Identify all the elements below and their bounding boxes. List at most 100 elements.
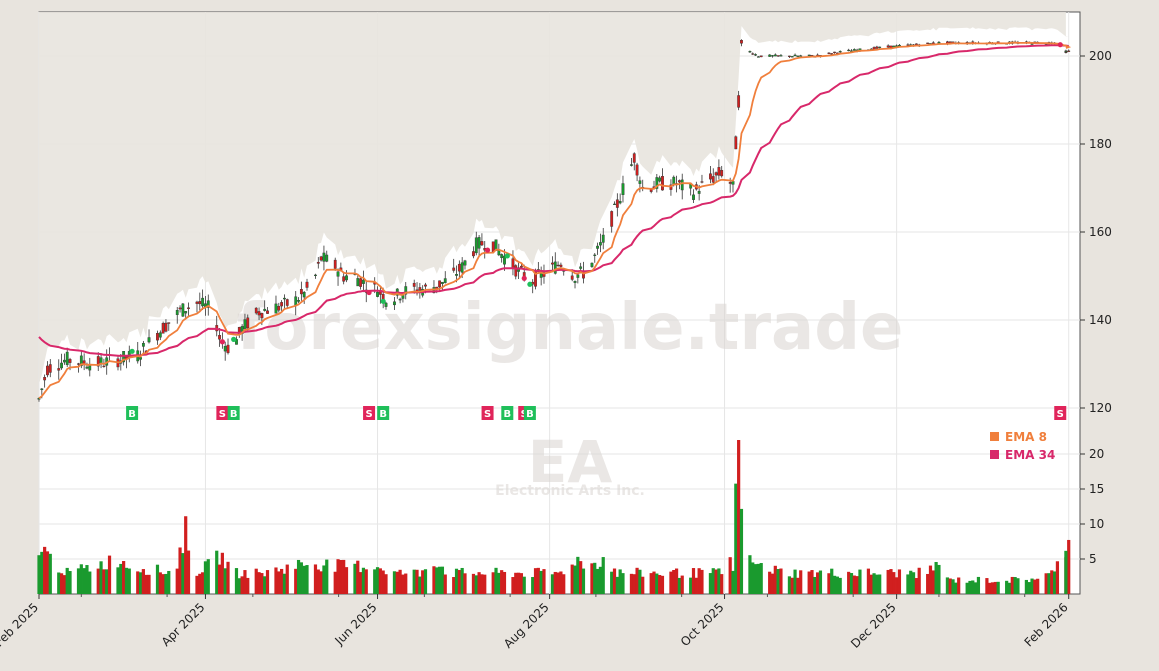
candle (748, 51, 752, 53)
volume-bar (438, 566, 442, 594)
volume-bar (1055, 561, 1060, 594)
candle (302, 292, 306, 298)
volume-bar (107, 555, 112, 594)
candle (342, 276, 346, 282)
candle (926, 42, 930, 44)
volume-bar (776, 569, 780, 594)
candle (336, 271, 340, 277)
volume-bar (497, 572, 501, 594)
volume-bar (658, 575, 662, 594)
ema-cross-marker (504, 253, 510, 259)
volume-bar (353, 563, 357, 594)
candle (418, 287, 422, 291)
volume-bar (957, 577, 961, 594)
candle (164, 322, 168, 332)
volume-bar (1016, 578, 1020, 594)
candle (1064, 51, 1068, 53)
candle (830, 53, 834, 55)
candle (280, 302, 284, 307)
candle (455, 274, 458, 276)
volume-bar (928, 565, 933, 594)
candle (838, 51, 842, 53)
signal-label: S (1057, 409, 1064, 420)
volume-bar (85, 565, 89, 594)
candle (243, 319, 247, 330)
volume-bar (618, 569, 622, 594)
volume-bar (593, 562, 597, 594)
volume-bar (401, 574, 405, 594)
candle (788, 55, 791, 57)
volume-bars (37, 440, 1071, 594)
volume-bar (830, 568, 834, 594)
volume-bar (280, 568, 284, 594)
candle (65, 351, 69, 365)
volume-tick-label: 5 (1089, 552, 1097, 566)
volume-bar (816, 572, 820, 594)
candle (635, 164, 639, 176)
volume-bar (474, 575, 478, 594)
candle (60, 362, 63, 369)
candle (376, 291, 379, 297)
candle (875, 46, 879, 49)
volume-bar (1064, 550, 1068, 594)
volume-bar (533, 568, 538, 594)
candle (96, 356, 100, 367)
volume-bar (511, 577, 515, 594)
candle (731, 181, 735, 185)
candle (158, 332, 162, 338)
volume-bar (889, 569, 893, 594)
candle (412, 282, 416, 287)
legend-swatch-ema8 (990, 432, 999, 441)
volume-bar (996, 581, 1000, 594)
volume-bar (669, 571, 673, 594)
volume-bar (748, 555, 752, 594)
volume-bar (138, 572, 143, 594)
volume-bar (395, 571, 399, 594)
volume-bar (697, 568, 701, 594)
candle (333, 259, 337, 269)
volume-bar (220, 552, 224, 594)
volume-bar (641, 576, 645, 594)
volume-bar (62, 575, 66, 594)
volume-bar (99, 561, 103, 594)
candle (680, 179, 684, 191)
volume-bar (1033, 579, 1037, 594)
volume-bar (731, 570, 735, 594)
volume-bar (838, 577, 842, 594)
volume-bar (471, 573, 476, 594)
candle (48, 364, 52, 373)
candle (260, 312, 264, 319)
candle (807, 54, 811, 56)
volume-bar (88, 571, 92, 594)
volume-bar (299, 562, 303, 594)
candle (593, 254, 597, 256)
candle (85, 366, 89, 369)
candle (717, 167, 721, 176)
volume-bar (195, 575, 199, 594)
volume-bar (319, 571, 323, 594)
volume-bar (240, 576, 244, 594)
candle (573, 281, 577, 283)
volume-bar (260, 573, 264, 594)
volume-bar (779, 568, 783, 594)
price-tick-label: 140 (1089, 313, 1112, 327)
candle (178, 307, 182, 310)
volume-bar (847, 571, 851, 594)
candle (477, 237, 481, 249)
signal-badge (523, 406, 536, 420)
candle (141, 342, 145, 347)
candle (297, 300, 300, 302)
candle (711, 176, 715, 183)
candle (218, 335, 221, 340)
candle (77, 363, 80, 365)
candle (472, 251, 475, 257)
volume-bar (206, 559, 210, 594)
candle (551, 262, 554, 265)
volume-bar (753, 564, 758, 594)
volume-bar (79, 564, 83, 594)
signal-label: B (503, 409, 511, 420)
volume-bar (926, 573, 930, 594)
volume-bar (186, 550, 191, 594)
volume-bar (536, 567, 540, 594)
candle (277, 306, 281, 311)
